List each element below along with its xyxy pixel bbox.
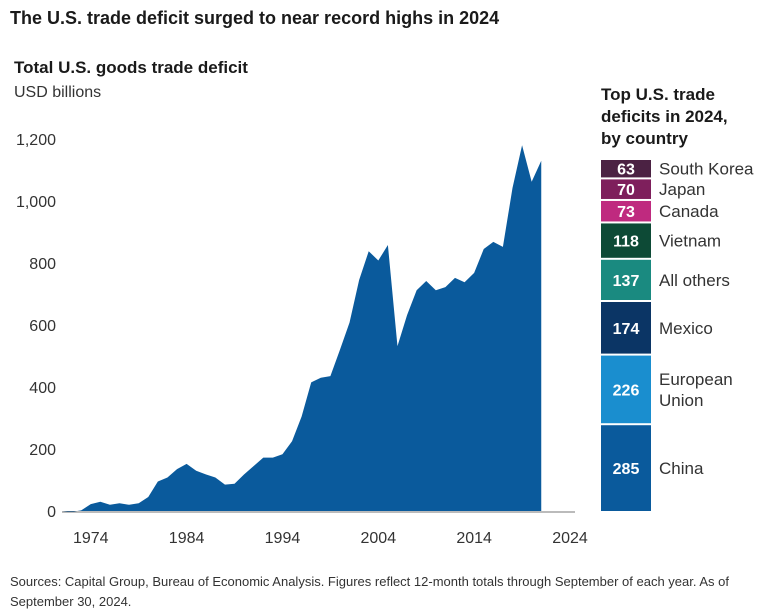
stacked-bar: 63 South Korea 70 Japan 73 Canada 118 Vietnam 13…: [601, 160, 754, 511]
y-tick-label: 1,200: [16, 132, 56, 149]
bar-segment-value: 63: [617, 162, 635, 179]
y-tick-label: 400: [29, 380, 56, 397]
stacked-bar-title: Top U.S. trade deficits in 2024, by coun…: [601, 85, 728, 148]
bar-segment-rect: [601, 302, 651, 354]
bar-segment-label: Mexico: [659, 319, 713, 338]
bar-segment-label: Vietnam: [659, 232, 721, 251]
x-tick-label: 2024: [552, 530, 588, 547]
x-tick-label: 1994: [265, 530, 301, 547]
bar-segment-rect: [601, 355, 651, 424]
bar-segment-value: 174: [613, 321, 640, 338]
source-note: Sources: Capital Group, Bureau of Econom…: [10, 574, 729, 609]
bar-segment: 137 All others: [601, 259, 730, 301]
bar-segment-label: All others: [659, 271, 730, 290]
bar-segment-value: 73: [617, 204, 635, 221]
bar-segment: 63 South Korea: [601, 160, 754, 179]
bar-segment-label: Japan: [659, 180, 705, 199]
bar-segment-rect: [601, 200, 651, 222]
bar-segment-label: South Korea: [659, 160, 754, 179]
bar-segment-label: European Union: [659, 370, 733, 410]
bar-segment-rect: [601, 223, 651, 258]
bar-segment: 285 China: [601, 425, 704, 511]
bar-segment-value: 118: [613, 234, 639, 251]
bar-segment-value: 137: [613, 273, 640, 290]
bar-segment-value: 285: [613, 461, 640, 478]
x-tick-label: 1974: [73, 530, 109, 547]
y-tick-label: 0: [47, 504, 56, 521]
y-tick-label: 200: [29, 442, 56, 459]
y-tick-label: 800: [29, 256, 56, 273]
y-axis: 0 200 400 600 800 1,000 1,200: [16, 132, 56, 521]
bar-segment-label: China: [659, 459, 704, 478]
x-tick-label: 2004: [361, 530, 397, 547]
x-tick-label: 2014: [456, 530, 492, 547]
bar-segment-label: Canada: [659, 202, 719, 221]
bar-segment: 118 Vietnam: [601, 223, 721, 258]
area-chart-title: Total U.S. goods trade deficit: [14, 58, 248, 77]
bar-segment: 73 Canada: [601, 200, 719, 222]
y-tick-label: 1,000: [16, 194, 56, 211]
bar-segment: 226 European Union: [601, 355, 733, 424]
bar-segment-value: 226: [613, 382, 640, 399]
y-tick-label: 600: [29, 318, 56, 335]
x-tick-label: 1984: [169, 530, 205, 547]
area-chart-unit: USD billions: [14, 84, 102, 101]
bar-segment-value: 70: [617, 182, 635, 199]
bar-segment-rect: [601, 425, 651, 511]
deficit-area: [62, 145, 542, 512]
x-axis: 1974 1984 1994 2004 2014 2024: [73, 530, 588, 547]
bar-segment: 70 Japan: [601, 179, 705, 199]
bar-segment-rect: [601, 179, 651, 199]
bar-segment: 174 Mexico: [601, 302, 713, 354]
bar-segment-rect: [601, 160, 651, 178]
headline: The U.S. trade deficit surged to near re…: [10, 8, 500, 28]
bar-segment-rect: [601, 259, 651, 301]
